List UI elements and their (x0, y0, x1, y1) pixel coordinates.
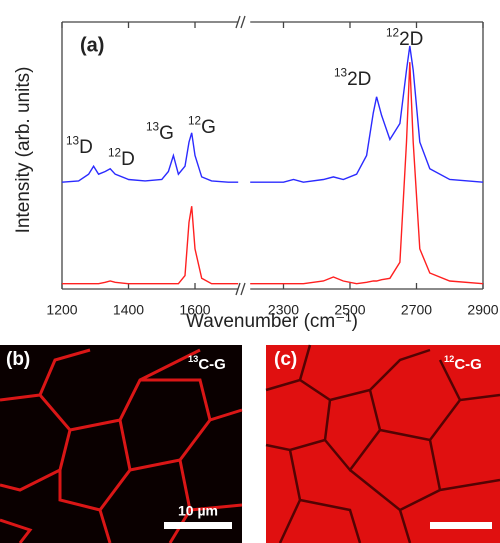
annotation-sup: 12 (386, 26, 399, 39)
spectrum-line (61, 45, 484, 183)
annotation-sup: 13 (334, 66, 348, 79)
y-axis-label: Intensity (arb. units) (13, 67, 34, 234)
annotation: 12D (108, 146, 135, 170)
annotation-sup: 12 (444, 354, 454, 364)
axis-break (235, 15, 246, 296)
annotation: 132D (334, 66, 371, 90)
panel-label: (c) (274, 349, 297, 370)
x-axis-label: Wavenumber (cm⁻¹) (186, 311, 358, 332)
annotation-text: G (201, 117, 216, 138)
annotation-sup: 13 (146, 120, 160, 133)
annotation-sup: 13 (188, 354, 198, 364)
annotation-text: C-G (198, 356, 226, 373)
annotation: 13D (66, 134, 93, 158)
annotation-text: D (79, 137, 93, 158)
x-tick-label: 1600 (179, 302, 210, 318)
panel-b-image (0, 345, 243, 543)
x-tick-label: 1200 (46, 302, 77, 318)
scale-bar-label: 10 µm (178, 503, 218, 519)
spectrum-line (62, 62, 484, 285)
annotation: 12C-G (444, 354, 482, 373)
annotation-text: G (159, 123, 174, 144)
x-tick-label: 2700 (401, 302, 432, 318)
x-tick-label: 2300 (268, 302, 299, 318)
x-tick-label: 1400 (113, 302, 144, 318)
annotation: 12G (188, 114, 216, 138)
annotation: 13C-G (188, 354, 226, 373)
annotation-text: 2D (347, 69, 371, 90)
x-tick-label: 2900 (467, 302, 498, 318)
annotation-text: C-G (454, 356, 482, 373)
panel-c-image (265, 344, 500, 543)
annotation-text: D (121, 149, 135, 170)
annotation: 13G (146, 120, 174, 144)
annotation-sup: 13 (66, 134, 80, 147)
annotation: 122D (386, 26, 423, 50)
annotation-text: 2D (399, 29, 423, 50)
panel-label: (b) (6, 349, 30, 370)
x-tick-label: 2500 (334, 302, 365, 318)
annotation-sup: 12 (188, 114, 201, 127)
panel-label: (a) (80, 34, 104, 56)
annotation-sup: 12 (108, 146, 121, 159)
